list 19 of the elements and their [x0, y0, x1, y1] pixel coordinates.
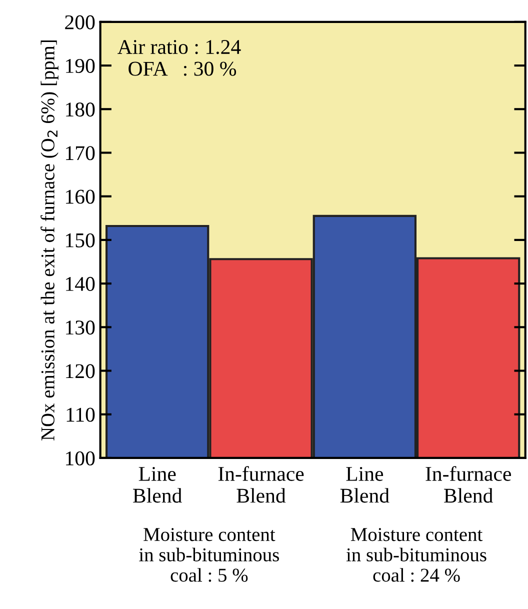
y-tick-label: 110 [66, 408, 95, 422]
y-tick-label: 120 [66, 364, 95, 378]
x-tick-label: Line Blend [133, 466, 182, 503]
x-tick-label: In-furnace Blend [218, 466, 304, 503]
y-tick-label: 160 [66, 190, 95, 204]
y-tick-label: 140 [66, 276, 95, 291]
text: Moisture content in sub-bituminous coal : 5 % [139, 528, 279, 582]
text: Moisture content in sub-bituminous coal : 24 % [346, 528, 486, 582]
x-tick-label: Line Blend [340, 466, 390, 503]
y-tick-label: 130 [66, 320, 95, 335]
y-tick-label: 170 [66, 146, 95, 160]
y-tick-label: 200 [65, 15, 95, 30]
y-axis-title: NOx emission at the exit of furnace (O$_{2}$ 6%) [ppm] [40, 40, 58, 440]
annotation: Air ratio : 1.24 OFA : 30 % [118, 40, 241, 76]
x-tick-label: In-furnace Blend [426, 466, 511, 503]
y-tick-label: 150 [66, 233, 95, 248]
y-tick-label: 180 [66, 102, 95, 117]
y-tick-label: 190 [66, 58, 95, 73]
y-tick-label: 100 [66, 451, 95, 466]
